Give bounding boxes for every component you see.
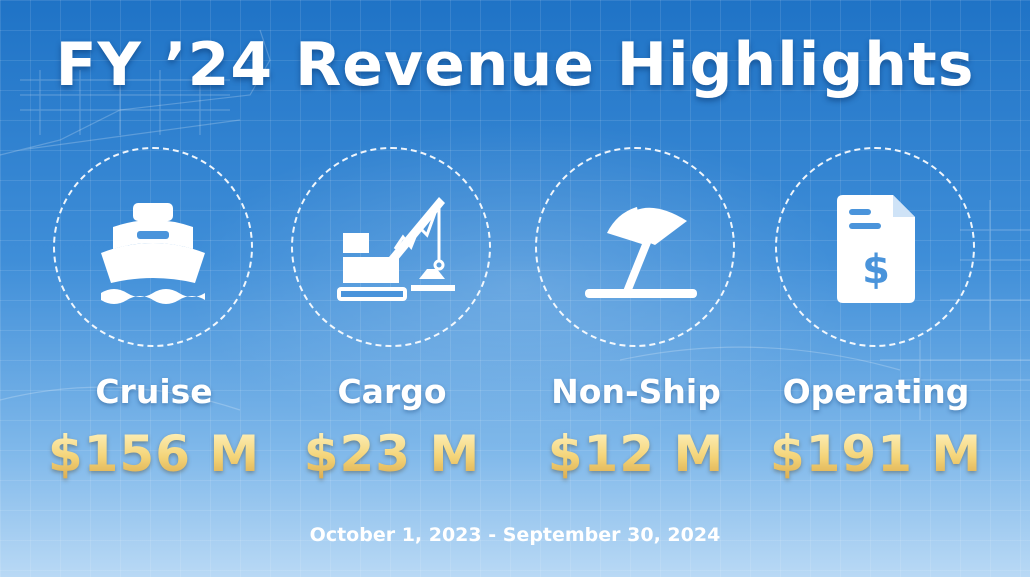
revenue-label: Operating: [782, 372, 970, 411]
background-glow: [180, 120, 860, 450]
revenue-card-operating: $ Operating $191 M: [756, 147, 996, 487]
revenue-card-non-ship: Non-Ship $12 M: [516, 147, 756, 487]
revenue-label: Non-Ship: [551, 372, 721, 411]
icon-ring: [53, 147, 253, 347]
cruise-ship-icon: [101, 203, 205, 304]
revenue-value: $23 M: [272, 425, 512, 483]
invoice-dollar-icon: $: [837, 195, 915, 303]
page-title: FY ’24 Revenue Highlights: [55, 30, 975, 100]
crane-icon: [337, 197, 455, 301]
revenue-value: $156 M: [34, 425, 274, 483]
beach-umbrella-icon: [585, 207, 697, 298]
icon-ring: [291, 147, 491, 347]
revenue-label: Cargo: [337, 372, 447, 411]
fiscal-period: October 1, 2023 - September 30, 2024: [309, 524, 721, 546]
revenue-card-cruise: Cruise $156 M: [34, 147, 274, 487]
revenue-label: Cruise: [95, 372, 213, 411]
icon-ring: [535, 147, 735, 347]
icon-ring: $: [775, 147, 975, 347]
revenue-card-cargo: Cargo $23 M: [272, 147, 512, 487]
svg-text:$: $: [862, 247, 890, 293]
revenue-value: $191 M: [756, 425, 996, 483]
revenue-value: $12 M: [516, 425, 756, 483]
